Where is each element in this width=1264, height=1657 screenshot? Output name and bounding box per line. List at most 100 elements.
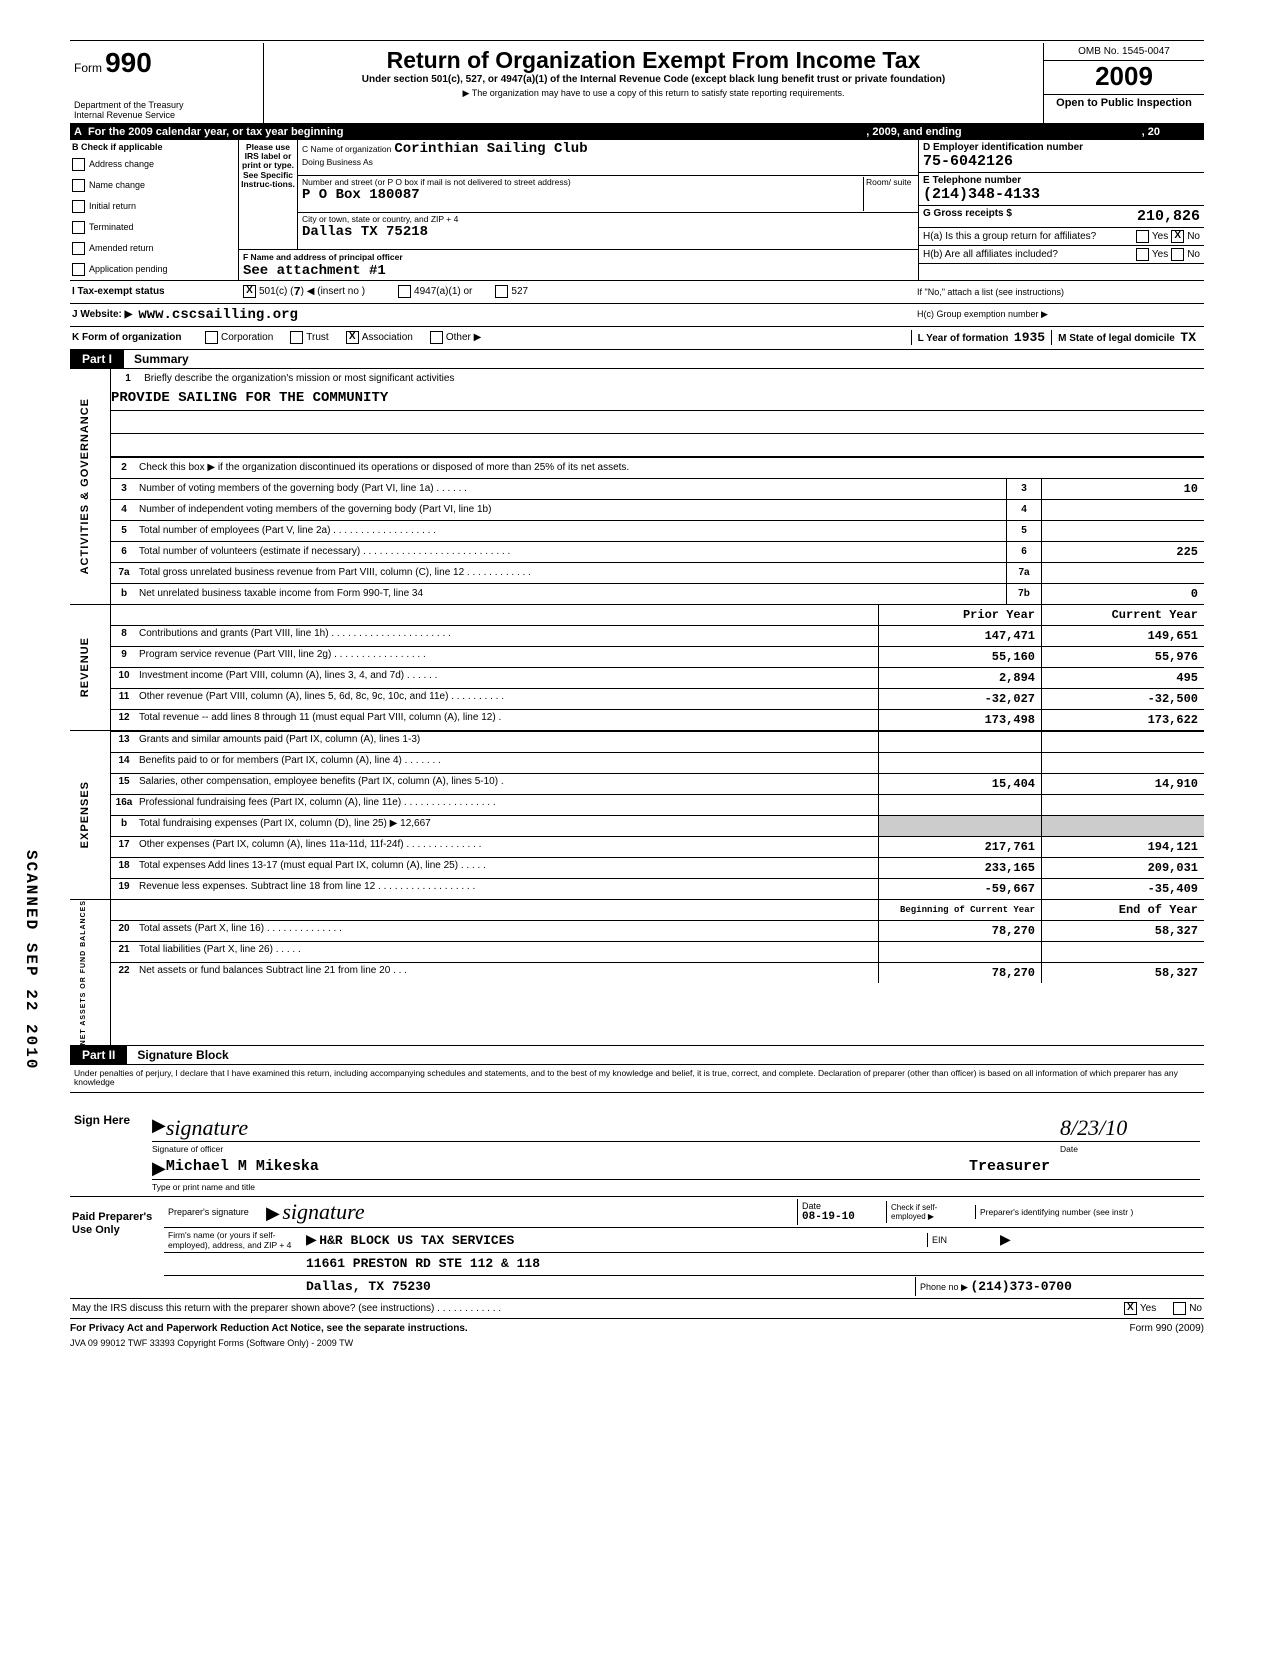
d-label: D Employer identification number — [923, 142, 1200, 153]
street-label: Number and street (or P O box if mail is… — [302, 177, 863, 187]
f-value: See attachment #1 — [243, 263, 386, 279]
chk-address-change[interactable] — [72, 158, 85, 171]
ptin-lbl: Preparer's identifying number (see instr… — [975, 1205, 1204, 1219]
firm-lbl: Firm's name (or yours if self-employed),… — [164, 1228, 302, 1252]
omb-number: OMB No. 1545-0047 — [1044, 43, 1204, 61]
table-row: 12Total revenue -- add lines 8 through 1… — [111, 709, 1204, 730]
please-col: Please use IRS label or print or type. S… — [239, 140, 298, 249]
i-4947-box[interactable] — [398, 285, 411, 298]
self-emp-lbl: Check if self-employed ▶ — [886, 1201, 975, 1223]
l7b: Net unrelated business taxable income fr… — [137, 586, 1006, 601]
chk-app-pending[interactable] — [72, 263, 85, 276]
discuss-no: No — [1189, 1303, 1202, 1314]
beg-year-hdr: Beginning of Current Year — [878, 900, 1041, 920]
mission-text: PROVIDE SAILING FOR THE COMMUNITY — [111, 388, 1204, 411]
form-year: 2009 — [1044, 61, 1204, 95]
date-lbl: Date — [1060, 1144, 1200, 1154]
type-name-lbl: Type or print name and title — [152, 1182, 1200, 1192]
table-row: 16aProfessional fundraising fees (Part I… — [111, 794, 1204, 815]
lbl-amended: Amended return — [89, 243, 154, 253]
expenses-vlabel: EXPENSES — [80, 781, 100, 848]
activities-vlabel: ACTIVITIES & GOVERNANCE — [80, 398, 100, 574]
l6-val: 225 — [1042, 542, 1204, 562]
chk-amended[interactable] — [72, 242, 85, 255]
row-a: A For the 2009 calendar year, or tax yea… — [70, 124, 1204, 140]
k-other: Other ▶ — [446, 332, 481, 343]
prep-phone: (214)373-0700 — [970, 1279, 1071, 1294]
firm-addr1: 11661 PRESTON RD STE 112 & 118 — [302, 1254, 1204, 1273]
ha-no-box[interactable]: X — [1171, 230, 1184, 243]
officer-name: Michael M Mikeska — [166, 1158, 319, 1179]
l5: Total number of employees (Part V, line … — [137, 523, 1006, 538]
i-4947: 4947(a)(1) or — [414, 286, 472, 297]
part2-tag: Part II — [70, 1046, 127, 1064]
l2: Check this box ▶ if the organization dis… — [137, 460, 1204, 475]
chk-initial-return[interactable] — [72, 200, 85, 213]
table-row: 9Program service revenue (Part VIII, lin… — [111, 646, 1204, 667]
k-corp-box[interactable] — [205, 331, 218, 344]
city-label: City or town, state or country, and ZIP … — [302, 214, 914, 224]
l3-val: 10 — [1042, 479, 1204, 499]
hb-no-box[interactable] — [1171, 248, 1184, 261]
officer-signature: signature — [166, 1115, 248, 1141]
city-value: Dallas TX 75218 — [302, 224, 914, 240]
lbl-address-change: Address change — [89, 159, 154, 169]
netassets-vlabel: NET ASSETS OR FUND BALANCES — [80, 900, 100, 1045]
k-corp: Corporation — [221, 332, 273, 343]
ein-value: 75-6042126 — [923, 153, 1200, 170]
dept-line2: Internal Revenue Service — [74, 111, 259, 121]
k-trust-box[interactable] — [290, 331, 303, 344]
end-year-hdr: End of Year — [1041, 900, 1204, 920]
revenue-vlabel: REVENUE — [80, 637, 100, 697]
prep-date: 08-19-10 — [802, 1211, 855, 1223]
ha-label: H(a) Is this a group return for affiliat… — [923, 231, 1133, 242]
ha-yes-box[interactable] — [1136, 230, 1149, 243]
preparer-label: Paid Preparer's Use Only — [70, 1197, 164, 1298]
privacy-notice: For Privacy Act and Paperwork Reduction … — [70, 1323, 468, 1334]
hb-note: If "No," attach a list (see instructions… — [917, 287, 1202, 297]
curr-year-hdr: Current Year — [1041, 605, 1204, 625]
hb-yes-box[interactable] — [1136, 248, 1149, 261]
prior-year-hdr: Prior Year — [878, 605, 1041, 625]
part1-title: Summary — [134, 352, 189, 366]
m-label: M State of legal domicile — [1058, 333, 1175, 344]
chk-terminated[interactable] — [72, 221, 85, 234]
i-527-box[interactable] — [495, 285, 508, 298]
phone-value: (214)348-4133 — [923, 186, 1200, 203]
lbl-initial-return: Initial return — [89, 201, 136, 211]
k-other-box[interactable] — [430, 331, 443, 344]
chk-name-change[interactable] — [72, 179, 85, 192]
org-name: Corinthian Sailing Club — [394, 141, 587, 157]
prep-sig-lbl: Preparer's signature — [164, 1205, 262, 1219]
k-trust: Trust — [306, 332, 328, 343]
table-row: 14Benefits paid to or for members (Part … — [111, 752, 1204, 773]
form-footer: Form 990 (2009) — [1130, 1323, 1204, 1334]
g-label: G Gross receipts $ — [923, 208, 1012, 219]
i-501c-box[interactable]: X — [243, 285, 256, 298]
dba-label: Doing Business As — [302, 157, 914, 167]
sign-here: Sign Here — [70, 1093, 148, 1196]
officer-title: Treasurer — [969, 1158, 1050, 1179]
table-row: 15Salaries, other compensation, employee… — [111, 773, 1204, 794]
phone-lbl: Phone no ▶ — [920, 1282, 968, 1292]
form-title: Return of Organization Exempt From Incom… — [272, 47, 1035, 74]
hb-no: No — [1187, 249, 1200, 260]
l7b-val: 0 — [1042, 584, 1204, 604]
table-row: 11Other revenue (Part VIII, column (A), … — [111, 688, 1204, 709]
prep-date-lbl: Date — [802, 1201, 882, 1211]
l1-label: Briefly describe the organization's miss… — [144, 373, 454, 384]
firm-name: H&R BLOCK US TAX SERVICES — [319, 1233, 514, 1248]
discuss-yes-box[interactable]: X — [1124, 1302, 1137, 1315]
b-header: B Check if applicable — [70, 140, 238, 154]
form-label: Form — [74, 61, 102, 75]
discuss-yes: Yes — [1140, 1303, 1156, 1314]
k-assoc-box[interactable]: X — [346, 331, 359, 344]
table-row: 22Net assets or fund balances Subtract l… — [111, 962, 1204, 983]
l4: Number of independent voting members of … — [137, 502, 1006, 517]
table-row: bTotal fundraising expenses (Part IX, co… — [111, 815, 1204, 836]
c-label: C Name of organization — [302, 144, 391, 154]
j-label: J Website: ▶ — [72, 309, 132, 320]
discuss-no-box[interactable] — [1173, 1302, 1186, 1315]
form-number: 990 — [105, 47, 152, 78]
i-label: I Tax-exempt status — [72, 286, 240, 297]
